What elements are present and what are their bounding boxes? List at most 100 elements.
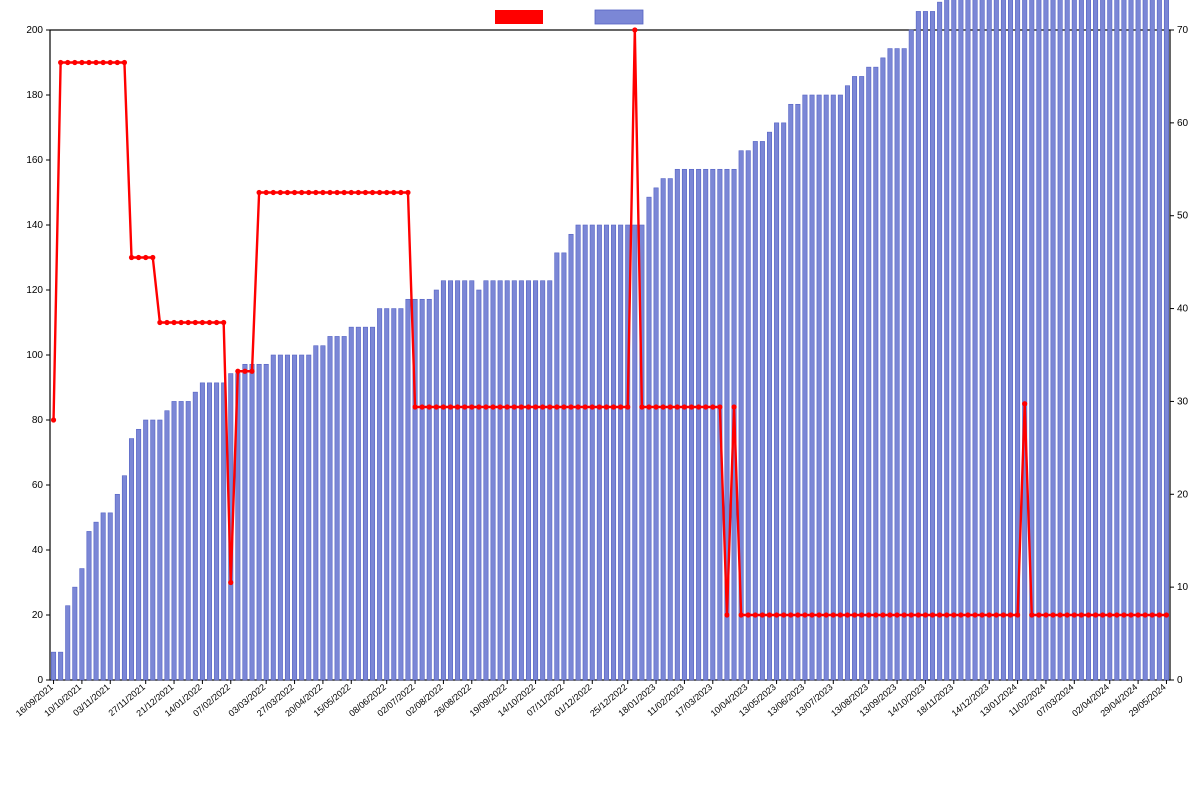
bar bbox=[852, 76, 856, 680]
bar bbox=[179, 401, 183, 680]
bar bbox=[484, 281, 488, 680]
y-right-tick-label: 40 bbox=[1177, 304, 1189, 315]
bar bbox=[930, 11, 934, 680]
bar bbox=[1136, 0, 1140, 680]
line-marker bbox=[902, 612, 907, 617]
bar bbox=[342, 336, 346, 680]
bar bbox=[1037, 0, 1041, 680]
line-marker bbox=[448, 404, 453, 409]
line-marker bbox=[455, 404, 460, 409]
bar bbox=[923, 11, 927, 680]
line-marker bbox=[398, 190, 403, 195]
line-marker bbox=[746, 612, 751, 617]
bar bbox=[264, 364, 268, 680]
line-marker bbox=[661, 404, 666, 409]
bar bbox=[789, 104, 793, 680]
bar bbox=[774, 123, 778, 680]
bar bbox=[555, 253, 559, 680]
line-marker bbox=[894, 612, 899, 617]
line-marker bbox=[278, 190, 283, 195]
line-marker bbox=[356, 190, 361, 195]
line-marker bbox=[965, 612, 970, 617]
bar bbox=[399, 309, 403, 680]
line-marker bbox=[1114, 612, 1119, 617]
bar bbox=[491, 281, 495, 680]
bar bbox=[307, 355, 311, 680]
y-left-tick-label: 60 bbox=[32, 480, 44, 491]
bar bbox=[945, 0, 949, 680]
y-left-tick-label: 100 bbox=[26, 350, 43, 361]
y-right-tick-label: 0 bbox=[1177, 675, 1183, 686]
bar bbox=[781, 123, 785, 680]
line-marker bbox=[264, 190, 269, 195]
line-marker bbox=[334, 190, 339, 195]
bar bbox=[867, 67, 871, 680]
bar bbox=[647, 197, 651, 680]
bar bbox=[1143, 0, 1147, 680]
line-marker bbox=[1136, 612, 1141, 617]
line-marker bbox=[157, 320, 162, 325]
bar bbox=[1001, 0, 1005, 680]
bar bbox=[597, 225, 601, 680]
bar bbox=[583, 225, 587, 680]
bar bbox=[973, 0, 977, 680]
line-marker bbox=[1008, 612, 1013, 617]
dual-axis-chart: 0204060801001201401601802000102030405060… bbox=[0, 0, 1200, 800]
line-marker bbox=[568, 404, 573, 409]
bar bbox=[1044, 0, 1048, 680]
line-marker bbox=[427, 404, 432, 409]
line-marker bbox=[115, 60, 120, 65]
bar bbox=[654, 188, 658, 680]
bar bbox=[278, 355, 282, 680]
line-marker bbox=[306, 190, 311, 195]
line-marker bbox=[618, 404, 623, 409]
bar bbox=[548, 281, 552, 680]
bar bbox=[462, 281, 466, 680]
bar bbox=[115, 494, 119, 680]
bar bbox=[385, 309, 389, 680]
line-marker bbox=[93, 60, 98, 65]
line-marker bbox=[987, 612, 992, 617]
bar bbox=[824, 95, 828, 680]
y-left-tick-label: 140 bbox=[26, 220, 43, 231]
bar bbox=[895, 49, 899, 680]
y-right-tick-label: 30 bbox=[1177, 396, 1189, 407]
bar bbox=[505, 281, 509, 680]
line-marker bbox=[363, 190, 368, 195]
bar bbox=[1065, 0, 1069, 680]
line-marker bbox=[958, 612, 963, 617]
legend bbox=[495, 10, 643, 24]
line-marker bbox=[342, 190, 347, 195]
line-marker bbox=[519, 404, 524, 409]
line-marker bbox=[753, 612, 758, 617]
bar bbox=[838, 95, 842, 680]
line-marker bbox=[1001, 612, 1006, 617]
line-marker bbox=[136, 255, 141, 260]
bar bbox=[668, 179, 672, 680]
line-marker bbox=[228, 580, 233, 585]
line-marker bbox=[1043, 612, 1048, 617]
line-marker bbox=[1107, 612, 1112, 617]
line-marker bbox=[703, 404, 708, 409]
bar bbox=[512, 281, 516, 680]
chart-container: 0204060801001201401601802000102030405060… bbox=[0, 0, 1200, 800]
bar bbox=[363, 327, 367, 680]
bar bbox=[966, 0, 970, 680]
line-marker bbox=[292, 190, 297, 195]
line-marker bbox=[916, 612, 921, 617]
y-right-tick-label: 10 bbox=[1177, 582, 1189, 593]
bar bbox=[959, 0, 963, 680]
bar bbox=[498, 281, 502, 680]
bar bbox=[746, 151, 750, 680]
line-marker bbox=[221, 320, 226, 325]
line-marker bbox=[533, 404, 538, 409]
line-marker bbox=[143, 255, 148, 260]
y-right-tick-label: 50 bbox=[1177, 211, 1189, 222]
bar bbox=[937, 2, 941, 680]
bar bbox=[689, 169, 693, 680]
bar bbox=[434, 290, 438, 680]
bar bbox=[214, 383, 218, 680]
line-marker bbox=[242, 369, 247, 374]
line-marker bbox=[179, 320, 184, 325]
line-marker bbox=[299, 190, 304, 195]
